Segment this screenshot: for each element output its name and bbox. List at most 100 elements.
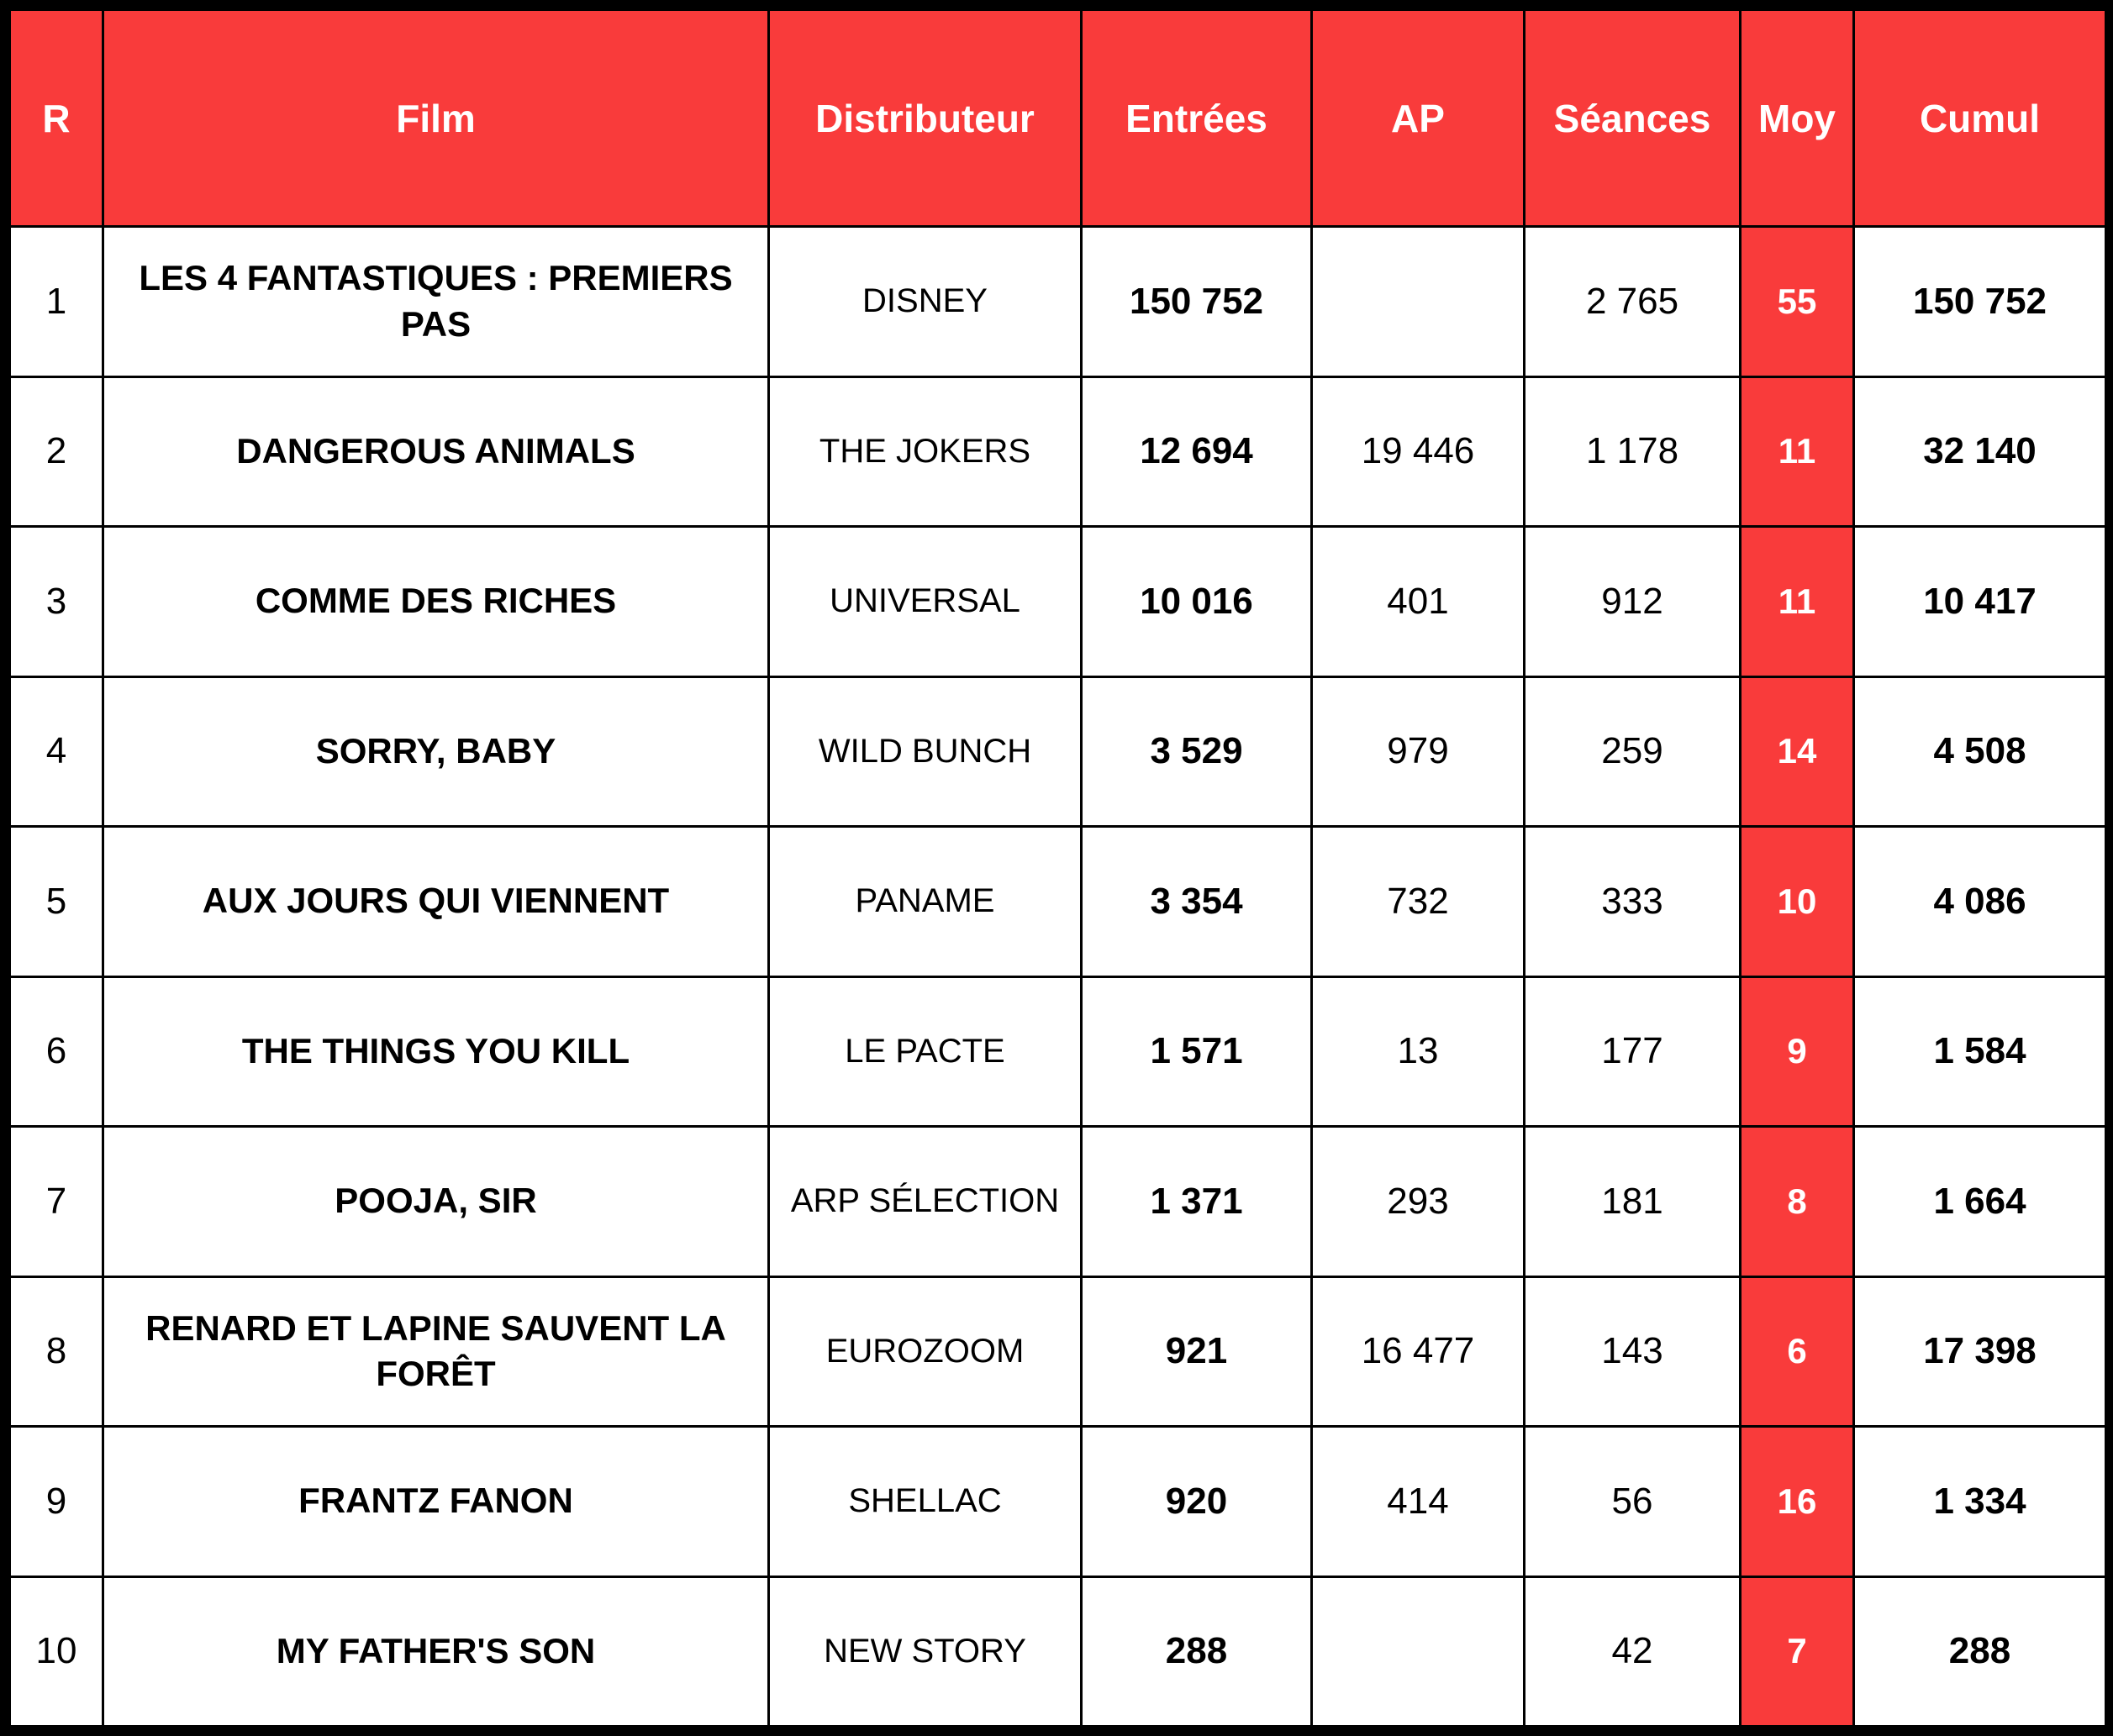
seances-cell: 42 [1523, 1575, 1742, 1728]
distributor-cell: LE PACTE [767, 975, 1083, 1128]
rank-cell: 6 [8, 975, 104, 1128]
film-cell: RENARD ET LAPINE SAUVENT LA FORÊT [102, 1275, 770, 1428]
moy-cell: 9 [1739, 975, 1855, 1128]
table-row: 9 FRANTZ FANON SHELLAC 920 414 56 16 1 3… [8, 1425, 2107, 1578]
distributor-cell: ARP SÉLECTION [767, 1125, 1083, 1278]
table-row: 4 SORRY, BABY WILD BUNCH 3 529 979 259 1… [8, 675, 2107, 828]
cumul-cell: 1 584 [1852, 975, 2107, 1128]
ap-cell: 979 [1310, 675, 1525, 828]
header-cell-film: Film [102, 8, 770, 228]
ap-cell: 19 446 [1310, 375, 1525, 528]
cumul-cell: 32 140 [1852, 375, 2107, 528]
entrees-cell: 288 [1080, 1575, 1313, 1728]
cumul-cell: 150 752 [1852, 225, 2107, 378]
ap-cell: 732 [1310, 825, 1525, 978]
rank-cell: 2 [8, 375, 104, 528]
rank-cell: 1 [8, 225, 104, 378]
distributor-cell: PANAME [767, 825, 1083, 978]
table-row: 7 POOJA, SIR ARP SÉLECTION 1 371 293 181… [8, 1125, 2107, 1278]
table-row: 10 MY FATHER'S SON NEW STORY 288 42 7 28… [8, 1575, 2107, 1728]
rank-cell: 7 [8, 1125, 104, 1278]
distributor-cell: UNIVERSAL [767, 525, 1083, 678]
seances-cell: 2 765 [1523, 225, 1742, 378]
entrees-cell: 3 354 [1080, 825, 1313, 978]
ap-cell [1310, 1575, 1525, 1728]
entrees-cell: 3 529 [1080, 675, 1313, 828]
film-cell: COMME DES RICHES [102, 525, 770, 678]
ap-cell: 293 [1310, 1125, 1525, 1278]
cumul-cell: 288 [1852, 1575, 2107, 1728]
header-cell-rank: R [8, 8, 104, 228]
moy-cell: 8 [1739, 1125, 1855, 1278]
ap-cell: 16 477 [1310, 1275, 1525, 1428]
seances-cell: 333 [1523, 825, 1742, 978]
header-cell-entrees: Entrées [1080, 8, 1313, 228]
ap-cell [1310, 225, 1525, 378]
header-cell-moy: Moy [1739, 8, 1855, 228]
distributor-cell: DISNEY [767, 225, 1083, 378]
moy-cell: 11 [1739, 525, 1855, 678]
moy-cell: 10 [1739, 825, 1855, 978]
entrees-cell: 10 016 [1080, 525, 1313, 678]
header-cell-cumul: Cumul [1852, 8, 2107, 228]
rank-cell: 8 [8, 1275, 104, 1428]
seances-cell: 177 [1523, 975, 1742, 1128]
moy-cell: 6 [1739, 1275, 1855, 1428]
cumul-cell: 1 334 [1852, 1425, 2107, 1578]
header-cell-ap: AP [1310, 8, 1525, 228]
film-cell: POOJA, SIR [102, 1125, 770, 1278]
table-row: 2 DANGEROUS ANIMALS THE JOKERS 12 694 19… [8, 375, 2107, 528]
moy-cell: 16 [1739, 1425, 1855, 1578]
film-cell: FRANTZ FANON [102, 1425, 770, 1578]
distributor-cell: THE JOKERS [767, 375, 1083, 528]
cumul-cell: 17 398 [1852, 1275, 2107, 1428]
rank-cell: 3 [8, 525, 104, 678]
seances-cell: 259 [1523, 675, 1742, 828]
table-row: 8 RENARD ET LAPINE SAUVENT LA FORÊT EURO… [8, 1275, 2107, 1428]
entrees-cell: 921 [1080, 1275, 1313, 1428]
rank-cell: 4 [8, 675, 104, 828]
ap-cell: 401 [1310, 525, 1525, 678]
cumul-cell: 4 086 [1852, 825, 2107, 978]
ap-cell: 414 [1310, 1425, 1525, 1578]
film-cell: MY FATHER'S SON [102, 1575, 770, 1728]
entrees-cell: 920 [1080, 1425, 1313, 1578]
rank-cell: 10 [8, 1575, 104, 1728]
entrees-cell: 1 371 [1080, 1125, 1313, 1278]
entrees-cell: 1 571 [1080, 975, 1313, 1128]
seances-cell: 181 [1523, 1125, 1742, 1278]
cumul-cell: 10 417 [1852, 525, 2107, 678]
rank-cell: 5 [8, 825, 104, 978]
ap-cell: 13 [1310, 975, 1525, 1128]
cumul-cell: 4 508 [1852, 675, 2107, 828]
film-cell: SORRY, BABY [102, 675, 770, 828]
film-cell: THE THINGS YOU KILL [102, 975, 770, 1128]
seances-cell: 1 178 [1523, 375, 1742, 528]
table-row: 3 COMME DES RICHES UNIVERSAL 10 016 401 … [8, 525, 2107, 678]
film-cell: DANGEROUS ANIMALS [102, 375, 770, 528]
entrees-cell: 150 752 [1080, 225, 1313, 378]
cumul-cell: 1 664 [1852, 1125, 2107, 1278]
header-cell-distributor: Distributeur [767, 8, 1083, 228]
rank-cell: 9 [8, 1425, 104, 1578]
header-row: R Film Distributeur Entrées AP Séances M… [8, 8, 2107, 228]
moy-cell: 7 [1739, 1575, 1855, 1728]
seances-cell: 143 [1523, 1275, 1742, 1428]
seances-cell: 56 [1523, 1425, 1742, 1578]
entrees-cell: 12 694 [1080, 375, 1313, 528]
film-cell: AUX JOURS QUI VIENNENT [102, 825, 770, 978]
seances-cell: 912 [1523, 525, 1742, 678]
header-cell-seances: Séances [1523, 8, 1742, 228]
table-row: 1 LES 4 FANTASTIQUES : PREMIERS PAS DISN… [8, 225, 2107, 378]
moy-cell: 11 [1739, 375, 1855, 528]
distributor-cell: WILD BUNCH [767, 675, 1083, 828]
boxoffice-table: R Film Distributeur Entrées AP Séances M… [8, 8, 2107, 1728]
distributor-cell: EUROZOOM [767, 1275, 1083, 1428]
distributor-cell: SHELLAC [767, 1425, 1083, 1578]
table-row: 5 AUX JOURS QUI VIENNENT PANAME 3 354 73… [8, 825, 2107, 978]
moy-cell: 55 [1739, 225, 1855, 378]
moy-cell: 14 [1739, 675, 1855, 828]
film-cell: LES 4 FANTASTIQUES : PREMIERS PAS [102, 225, 770, 378]
table-row: 6 THE THINGS YOU KILL LE PACTE 1 571 13 … [8, 975, 2107, 1128]
